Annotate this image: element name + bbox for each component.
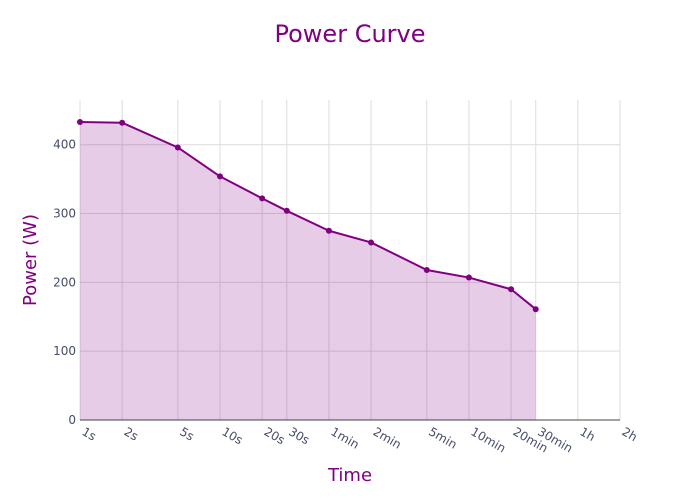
x-tick-label: 10min bbox=[468, 424, 508, 455]
data-point bbox=[259, 195, 266, 202]
x-tick-label: 5min bbox=[426, 424, 459, 451]
data-point bbox=[325, 227, 332, 234]
power-area-fill bbox=[80, 122, 536, 421]
chart-title: Power Curve bbox=[275, 20, 426, 48]
point-layer bbox=[77, 119, 539, 313]
x-tick-label: 1s bbox=[80, 424, 99, 443]
y-tick-label: 300 bbox=[53, 207, 76, 221]
data-point bbox=[77, 119, 83, 126]
x-tick-label: 1h bbox=[577, 424, 597, 444]
x-tick-label: 1min bbox=[328, 424, 361, 451]
x-tick-label: 30s bbox=[286, 424, 312, 447]
x-tick-label: 10s bbox=[219, 424, 245, 447]
y-axis-title: Power (W) bbox=[20, 214, 41, 306]
data-point bbox=[423, 266, 430, 273]
data-point bbox=[368, 239, 375, 246]
x-tick-label: 2min bbox=[371, 424, 404, 451]
x-tick-label: 2h bbox=[620, 424, 640, 444]
x-tick-label: 2s bbox=[122, 424, 141, 443]
data-point bbox=[174, 144, 181, 151]
data-point bbox=[216, 173, 223, 180]
y-tick-label: 0 bbox=[68, 413, 76, 427]
y-tick-label: 100 bbox=[53, 344, 76, 358]
area-layer bbox=[80, 122, 536, 421]
data-point bbox=[465, 274, 472, 281]
data-point bbox=[119, 119, 126, 126]
data-point bbox=[508, 286, 515, 293]
grid-layer bbox=[79, 100, 621, 421]
line-layer bbox=[79, 121, 537, 310]
x-tick-label: 20s bbox=[262, 424, 288, 447]
y-tick-label: 200 bbox=[53, 275, 76, 289]
x-tick-label: 5s bbox=[177, 424, 196, 443]
x-axis-title: Time bbox=[327, 465, 372, 486]
data-point bbox=[283, 207, 290, 214]
y-tick-label: 400 bbox=[53, 138, 76, 152]
power-series-line bbox=[79, 121, 537, 310]
data-point bbox=[532, 306, 539, 313]
